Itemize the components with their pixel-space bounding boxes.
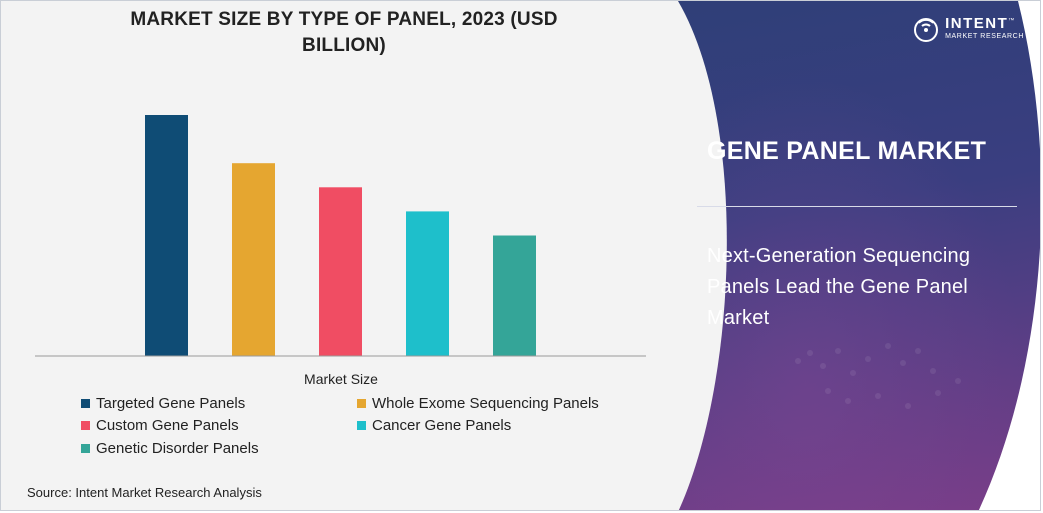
brand-subtitle: MARKET RESEARCH — [945, 33, 1024, 40]
market-title: GENE PANEL MARKET — [707, 137, 987, 165]
bar-whole-exome-sequencing-panels — [232, 163, 275, 356]
bar-chart — [35, 115, 646, 357]
legend-swatch — [81, 421, 90, 430]
x-axis-label: Market Size — [304, 371, 378, 387]
legend-swatch — [81, 399, 90, 408]
legend-item: Custom Gene Panels — [81, 417, 239, 434]
chart-panel: MARKET SIZE BY TYPE OF PANEL, 2023 (USD … — [1, 1, 678, 510]
chart-title: MARKET SIZE BY TYPE OF PANEL, 2023 (USD … — [130, 9, 558, 56]
legend-swatch — [357, 421, 366, 430]
legend-item: Cancer Gene Panels — [357, 417, 511, 434]
signal-logo-icon — [914, 18, 939, 42]
summary-panel: INTENT™ MARKET RESEARCH GENE PANEL MARKE… — [678, 1, 1040, 510]
brand-name: INTENT™ — [945, 15, 1016, 32]
legend-label: Genetic Disorder Panels — [96, 440, 259, 457]
decorative-curve — [678, 1, 1040, 510]
legend-item: Whole Exome Sequencing Panels — [357, 395, 599, 412]
legend-label: Cancer Gene Panels — [372, 417, 512, 434]
legend-item: Targeted Gene Panels — [81, 395, 245, 412]
divider — [697, 206, 1017, 207]
legend-item: Genetic Disorder Panels — [81, 440, 259, 457]
bar-cancer-gene-panels — [406, 211, 449, 356]
legend-swatch — [81, 444, 90, 453]
legend-label: Custom Gene Panels — [96, 417, 239, 434]
headline: Next-Generation Sequencing Panels Lead t… — [707, 245, 971, 329]
legend-label: Whole Exome Sequencing Panels — [372, 395, 599, 412]
brand-logo: INTENT™ MARKET RESEARCH — [913, 13, 1024, 43]
bar-custom-gene-panels — [319, 187, 362, 356]
bar-targeted-gene-panels — [145, 115, 188, 356]
bar-genetic-disorder-panels — [493, 235, 536, 356]
legend-label: Targeted Gene Panels — [96, 395, 246, 412]
legend-swatch — [357, 399, 366, 408]
source-note: Source: Intent Market Research Analysis — [27, 485, 262, 500]
